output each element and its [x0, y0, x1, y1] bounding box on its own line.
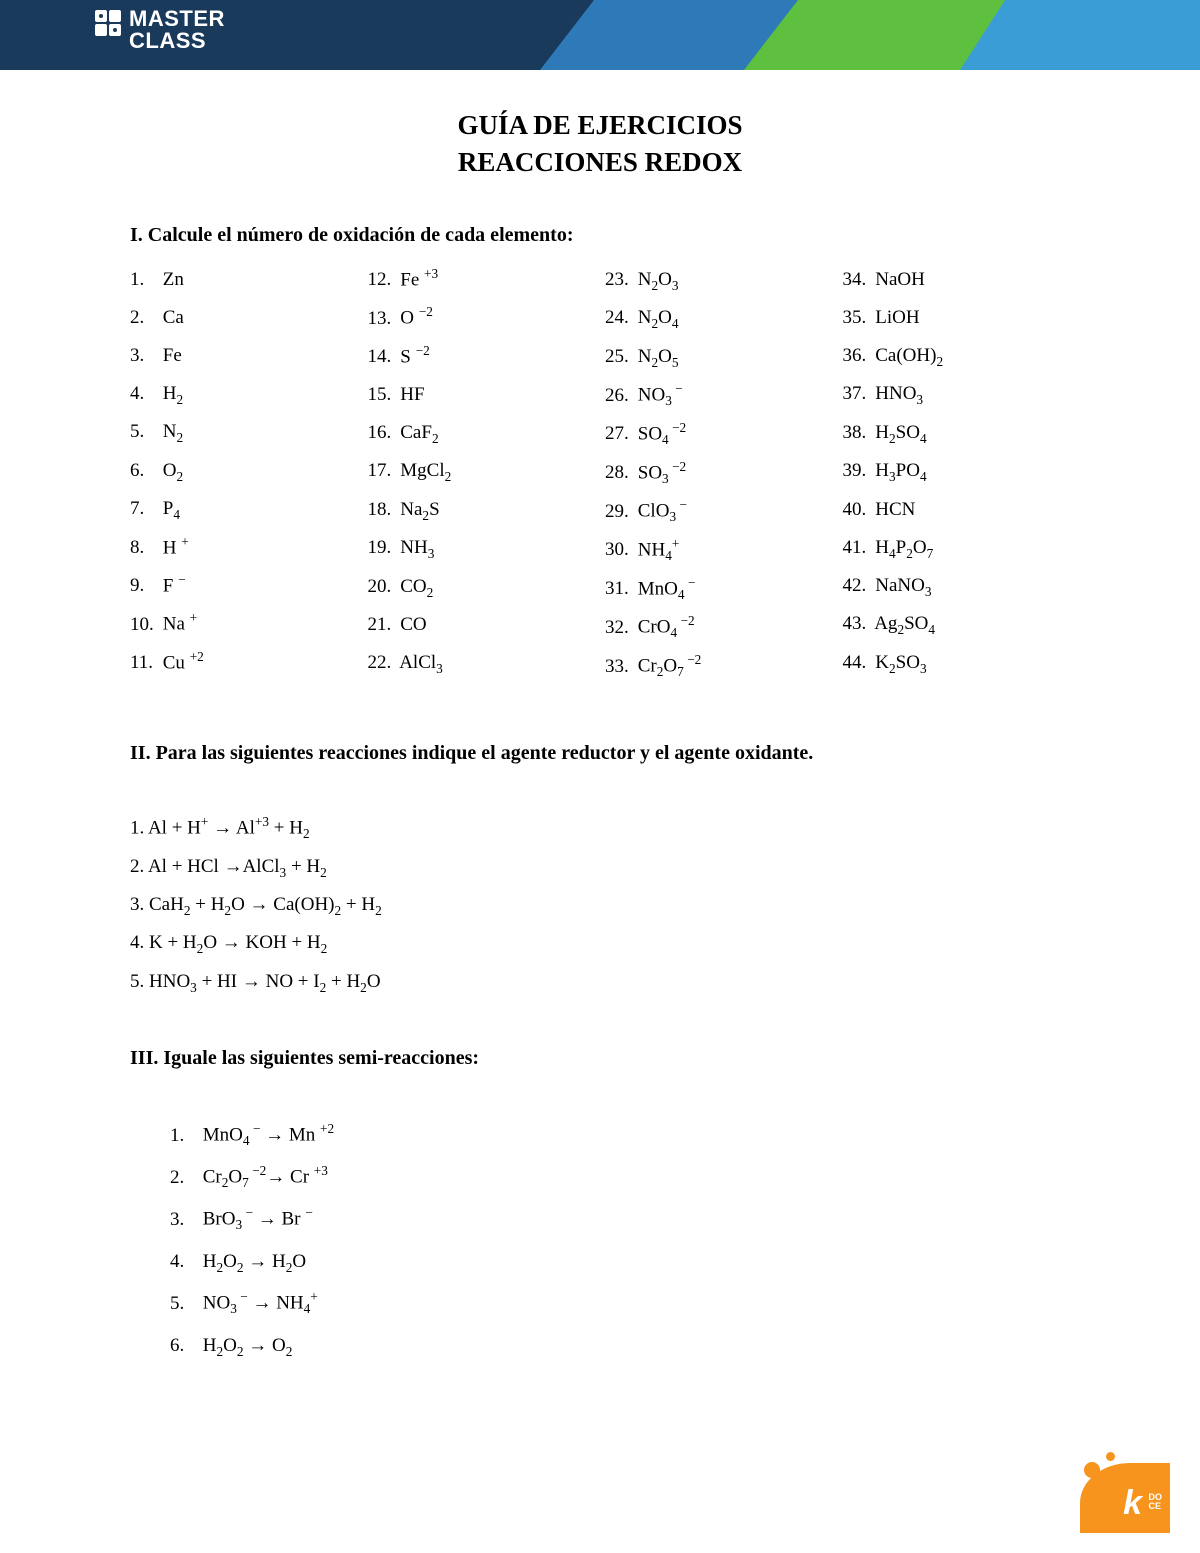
reaction-item: 1. Al + H+ → Al+3 + H2	[130, 809, 1070, 848]
semi-reaction-item: 2. Cr2O7 −2→ Cr +3	[170, 1156, 1070, 1198]
section2-heading: II. Para las siguientes reacciones indiq…	[130, 742, 1070, 765]
oxidation-item: 13. O −2	[368, 299, 596, 337]
oxidation-item: 17. MgCl2	[368, 452, 596, 490]
page-title: GUÍA DE EJERCICIOS	[130, 110, 1070, 141]
semi-reaction-item: 5. NO3 − → NH4+	[170, 1282, 1070, 1324]
oxidation-column: 23. N2O324. N2O425. N2O526. NO3 −27. SO4…	[605, 261, 833, 686]
oxidation-item: 43. Ag2SO4	[843, 605, 1071, 643]
oxidation-item: 24. N2O4	[605, 299, 833, 337]
oxidation-item: 6. O2	[130, 452, 358, 490]
logo-text: MASTER CLASS	[129, 8, 225, 52]
oxidation-item: 26. NO3 −	[605, 376, 833, 415]
oxidation-item: 7. P4	[130, 490, 358, 528]
puzzle-icon	[95, 8, 123, 52]
oxidation-column: 1. Zn2. Ca3. Fe4. H25. N26. O27. P48. H …	[130, 261, 358, 686]
semi-reaction-item: 1. MnO4 − → Mn +2	[170, 1114, 1070, 1156]
oxidation-item: 28. SO3 −2	[605, 454, 833, 493]
oxidation-item: 33. Cr2O7 −2	[605, 647, 833, 686]
oxidation-item: 18. Na2S	[368, 491, 596, 529]
semi-reaction-list: 1. MnO4 − → Mn +22. Cr2O7 −2→ Cr +33. Br…	[130, 1114, 1070, 1366]
oxidation-item: 3. Fe	[130, 337, 358, 375]
semi-reaction-item: 4. H2O2 → H2O	[170, 1241, 1070, 1283]
oxidation-item: 31. MnO4 −	[605, 570, 833, 609]
oxidation-column: 34. NaOH35. LiOH36. Ca(OH)237. HNO338. H…	[843, 261, 1071, 686]
oxidation-item: 36. Ca(OH)2	[843, 337, 1071, 375]
oxidation-grid: 1. Zn2. Ca3. Fe4. H25. N26. O27. P48. H …	[130, 261, 1070, 686]
oxidation-item: 9. F −	[130, 567, 358, 605]
oxidation-item: 4. H2	[130, 375, 358, 413]
logo: MASTER CLASS	[95, 8, 225, 52]
oxidation-item: 22. AlCl3	[368, 644, 596, 682]
oxidation-item: 19. NH3	[368, 529, 596, 567]
reaction-item: 3. CaH2 + H2O → Ca(OH)2 + H2	[130, 886, 1070, 924]
oxidation-item: 29. ClO3 −	[605, 492, 833, 531]
oxidation-item: 1. Zn	[130, 261, 358, 299]
oxidation-item: 41. H4P2O7	[843, 529, 1071, 567]
oxidation-item: 40. HCN	[843, 491, 1071, 529]
oxidation-item: 27. SO4 −2	[605, 415, 833, 454]
oxidation-item: 11. Cu +2	[130, 644, 358, 682]
oxidation-item: 8. H +	[130, 529, 358, 567]
footer-logo: k DO CE	[1050, 1453, 1170, 1533]
oxidation-item: 16. CaF2	[368, 414, 596, 452]
footer-small-text: DO CE	[1149, 1493, 1163, 1511]
section3-heading: III. Iguale las siguientes semi-reaccion…	[130, 1047, 1070, 1070]
oxidation-item: 30. NH4+	[605, 531, 833, 570]
oxidation-item: 34. NaOH	[843, 261, 1071, 299]
reaction-list: 1. Al + H+ → Al+3 + H22. Al + HCl →AlCl3…	[130, 809, 1070, 1001]
oxidation-item: 12. Fe +3	[368, 261, 596, 299]
page-subtitle: REACCIONES REDOX	[130, 147, 1070, 178]
oxidation-item: 20. CO2	[368, 568, 596, 606]
oxidation-item: 2. Ca	[130, 299, 358, 337]
footer-k: k	[1123, 1484, 1142, 1523]
section1-heading: I. Calcule el número de oxidación de cad…	[130, 224, 1070, 247]
header-banner: MASTER CLASS	[0, 0, 1200, 70]
dot-icon	[1106, 1452, 1115, 1461]
oxidation-column: 12. Fe +313. O −214. S −215. HF16. CaF21…	[368, 261, 596, 686]
oxidation-item: 35. LiOH	[843, 299, 1071, 337]
reaction-item: 2. Al + HCl →AlCl3 + H2	[130, 848, 1070, 886]
semi-reaction-item: 3. BrO3 − → Br −	[170, 1198, 1070, 1240]
oxidation-item: 5. N2	[130, 413, 358, 451]
oxidation-item: 14. S −2	[368, 338, 596, 376]
oxidation-item: 25. N2O5	[605, 338, 833, 376]
oxidation-item: 10. Na +	[130, 605, 358, 643]
reaction-item: 4. K + H2O → KOH + H2	[130, 924, 1070, 962]
oxidation-item: 37. HNO3	[843, 375, 1071, 413]
page-body: GUÍA DE EJERCICIOS REACCIONES REDOX I. C…	[0, 70, 1200, 1486]
footer-small2: CE	[1149, 1501, 1162, 1511]
oxidation-item: 21. CO	[368, 606, 596, 644]
oxidation-item: 23. N2O3	[605, 261, 833, 299]
semi-reaction-item: 6. H2O2 → O2	[170, 1325, 1070, 1367]
oxidation-item: 42. NaNO3	[843, 567, 1071, 605]
oxidation-item: 39. H3PO4	[843, 452, 1071, 490]
oxidation-item: 38. H2SO4	[843, 414, 1071, 452]
oxidation-item: 32. CrO4 −2	[605, 608, 833, 647]
reaction-item: 5. HNO3 + HI → NO + I2 + H2O	[130, 963, 1070, 1001]
oxidation-item: 15. HF	[368, 376, 596, 414]
oxidation-item: 44. K2SO3	[843, 644, 1071, 682]
logo-line2: CLASS	[129, 28, 206, 53]
